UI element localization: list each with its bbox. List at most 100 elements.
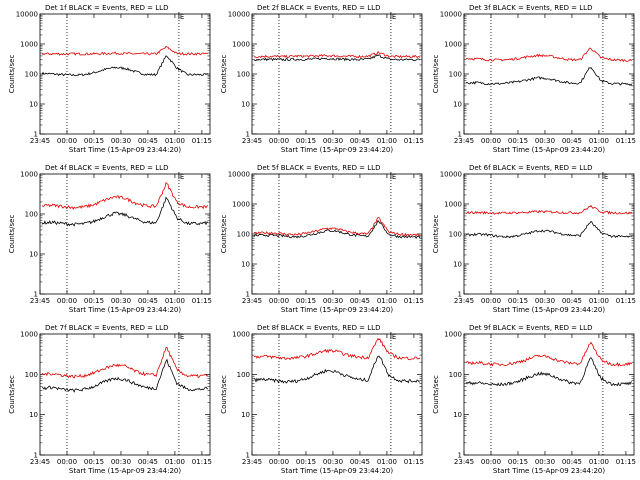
series-events — [465, 220, 633, 239]
y-axis-label: Counts/sec — [220, 375, 228, 414]
series-lld — [253, 337, 420, 361]
y-tick-label: 100 — [237, 231, 250, 239]
panel-title: Det 1f BLACK = Events, RED = LLD — [45, 4, 168, 12]
plot-frame — [251, 13, 423, 135]
x-tick-label: 23:45 — [454, 458, 474, 466]
event-flag-label: E — [604, 173, 608, 181]
y-tick-label: 100 — [25, 211, 38, 219]
x-tick-label: 00:30 — [111, 297, 131, 305]
event-flag-label: E — [392, 173, 396, 181]
x-axis-label: Start Time (15-Apr-09 23:44:20) — [69, 467, 181, 475]
x-tick-label: 00:15 — [84, 137, 104, 145]
x-tick-label: 01:00 — [165, 137, 185, 145]
event-flag-label: E — [392, 13, 396, 21]
plot-frame — [251, 333, 423, 456]
y-axis-label: Counts/sec — [8, 215, 16, 254]
panel-1: Det 1f BLACK = Events, RED = LLD 1 10 100 10… — [8, 4, 212, 154]
y-axis-label: Counts/sec — [432, 215, 440, 254]
y-tick-label: 1000 — [20, 171, 38, 179]
x-tick-label: 23:45 — [454, 137, 474, 145]
x-tick-label: 00:15 — [508, 137, 528, 145]
series-lld — [41, 45, 209, 56]
y-tick-label: 1000 — [444, 331, 462, 339]
x-tick-label: 00:15 — [296, 458, 316, 466]
x-tick-label: 00:00 — [57, 458, 77, 466]
x-tick-label: 01:00 — [589, 297, 609, 305]
y-tick-label: 10000 — [440, 11, 462, 19]
x-tick-label: 00:45 — [350, 137, 370, 145]
x-tick-label: 23:45 — [30, 297, 50, 305]
panel-title: Det 9f BLACK = Events, RED = LLD — [469, 324, 592, 332]
y-tick-label: 10000 — [228, 171, 250, 179]
y-tick-label: 10 — [241, 101, 250, 109]
x-axis-label: Start Time (15-Apr-09 23:44:20) — [493, 467, 605, 475]
panel-9: Det 9f BLACK = Events, RED = LLD 1 10 100 10… — [432, 324, 636, 475]
x-tick-label: 00:45 — [350, 458, 370, 466]
event-flag-label: E — [604, 13, 608, 21]
panel-6: Det 6f BLACK = Events, RED = LLD 1 10 100 10… — [432, 164, 636, 314]
panel-4: Det 4f BLACK = Events, RED = LLD 1 10 100 10… — [8, 164, 212, 314]
x-tick-label: 01:00 — [589, 137, 609, 145]
y-tick-label: 1 — [34, 452, 38, 460]
series-events — [41, 55, 209, 77]
x-tick-label: 01:00 — [589, 458, 609, 466]
plot-frame — [463, 13, 635, 135]
x-tick-label: 00:00 — [481, 297, 501, 305]
y-tick-label: 100 — [25, 371, 38, 379]
x-tick-label: 00:30 — [323, 137, 343, 145]
y-tick-label: 100 — [449, 71, 462, 79]
y-tick-label: 1000 — [232, 41, 250, 49]
x-tick-label: 01:15 — [404, 137, 424, 145]
x-axis-label: Start Time (15-Apr-09 23:44:20) — [281, 467, 393, 475]
x-tick-label: 01:00 — [165, 297, 185, 305]
x-axis-label: Start Time (15-Apr-09 23:44:20) — [69, 146, 181, 154]
series-events — [41, 196, 209, 227]
x-tick-label: 00:15 — [84, 297, 104, 305]
series-events — [41, 358, 209, 393]
event-flag-label: E — [180, 173, 184, 181]
y-tick-label: 1000 — [232, 331, 250, 339]
y-tick-label: 10 — [241, 261, 250, 269]
y-tick-label: 100 — [25, 71, 38, 79]
x-tick-label: 00:45 — [350, 297, 370, 305]
y-tick-label: 10 — [453, 101, 462, 109]
x-tick-label: 00:15 — [84, 458, 104, 466]
y-axis-label: Counts/sec — [220, 55, 228, 94]
y-tick-label: 10 — [241, 411, 250, 419]
x-tick-label: 00:15 — [296, 297, 316, 305]
x-tick-label: 01:15 — [192, 297, 212, 305]
x-tick-label: 23:45 — [30, 458, 50, 466]
x-tick-label: 00:45 — [138, 137, 158, 145]
series-events — [253, 54, 421, 62]
x-tick-label: 00:00 — [269, 297, 289, 305]
x-tick-label: 00:45 — [562, 137, 582, 145]
y-tick-label: 1000 — [444, 201, 462, 209]
y-axis-label: Counts/sec — [8, 375, 16, 414]
x-tick-label: 23:45 — [242, 137, 262, 145]
x-tick-label: 00:30 — [111, 137, 131, 145]
panel-7: Det 7f BLACK = Events, RED = LLD 1 10 100 10… — [8, 324, 212, 475]
y-tick-label: 10 — [29, 411, 38, 419]
series-lld — [465, 204, 633, 215]
y-axis-label: Counts/sec — [8, 55, 16, 94]
y-tick-label: 1 — [246, 131, 250, 139]
y-tick-label: 1 — [34, 131, 38, 139]
x-tick-label: 00:00 — [269, 458, 289, 466]
x-tick-label: 00:30 — [535, 137, 555, 145]
series-events — [253, 355, 421, 384]
event-flag-label: E — [392, 333, 396, 341]
x-tick-label: 00:15 — [508, 458, 528, 466]
series-lld — [41, 346, 209, 379]
panel-2: Det 2f BLACK = Events, RED = LLD 1 10 100 10… — [220, 4, 424, 154]
x-tick-label: 00:45 — [138, 458, 158, 466]
x-tick-label: 01:15 — [616, 458, 636, 466]
series-lld — [41, 181, 209, 211]
y-tick-label: 100 — [237, 71, 250, 79]
panel-title: Det 5f BLACK = Events, RED = LLD — [257, 164, 380, 172]
x-tick-label: 23:45 — [242, 297, 262, 305]
y-tick-label: 10000 — [16, 11, 38, 19]
x-tick-label: 23:45 — [30, 137, 50, 145]
x-axis-label: Start Time (15-Apr-09 23:44:20) — [69, 306, 181, 314]
y-tick-label: 1 — [34, 291, 38, 299]
x-tick-label: 00:30 — [323, 297, 343, 305]
